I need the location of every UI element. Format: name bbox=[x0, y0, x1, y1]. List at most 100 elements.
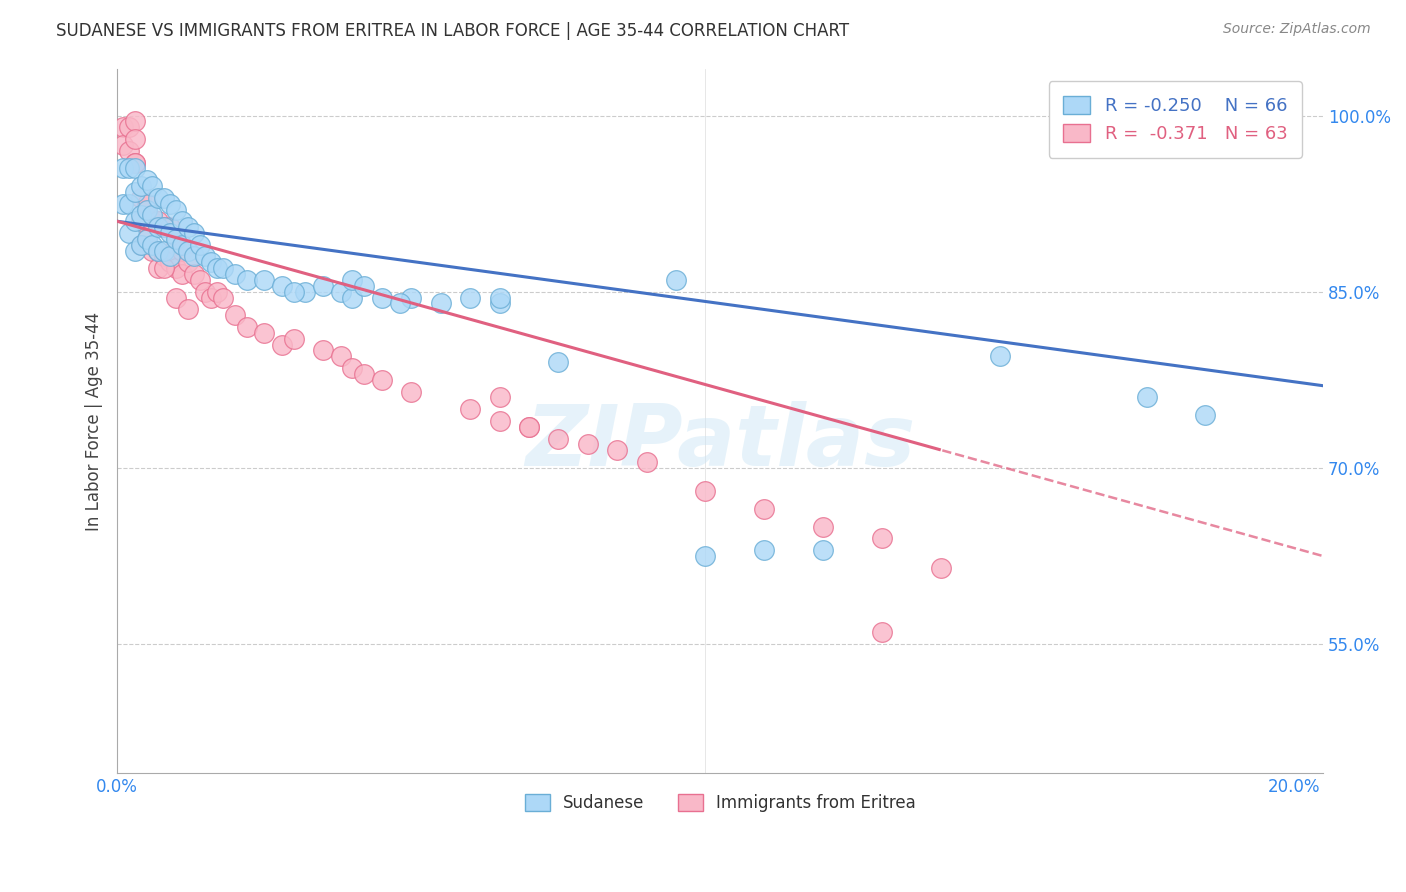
Point bbox=[188, 273, 211, 287]
Point bbox=[165, 202, 187, 217]
Point bbox=[141, 208, 163, 222]
Point bbox=[159, 196, 181, 211]
Point bbox=[170, 214, 193, 228]
Point bbox=[312, 343, 335, 358]
Point bbox=[429, 296, 451, 310]
Point bbox=[148, 244, 170, 258]
Point bbox=[177, 302, 200, 317]
Point bbox=[458, 291, 481, 305]
Point bbox=[212, 291, 235, 305]
Point bbox=[159, 220, 181, 235]
Point bbox=[665, 273, 688, 287]
Point bbox=[342, 273, 364, 287]
Point bbox=[135, 202, 157, 217]
Point bbox=[177, 220, 200, 235]
Point bbox=[129, 191, 152, 205]
Point bbox=[148, 220, 170, 235]
Point bbox=[124, 161, 146, 176]
Point bbox=[547, 432, 569, 446]
Point bbox=[224, 308, 246, 322]
Point bbox=[754, 543, 776, 558]
Point bbox=[153, 191, 176, 205]
Point bbox=[124, 114, 146, 128]
Point bbox=[124, 132, 146, 146]
Point bbox=[153, 261, 176, 276]
Point bbox=[458, 402, 481, 417]
Point bbox=[129, 237, 152, 252]
Point bbox=[183, 267, 205, 281]
Point bbox=[235, 273, 257, 287]
Point bbox=[194, 250, 217, 264]
Point bbox=[159, 250, 181, 264]
Point bbox=[283, 332, 305, 346]
Point bbox=[177, 244, 200, 258]
Point bbox=[141, 179, 163, 194]
Point bbox=[312, 278, 335, 293]
Point bbox=[271, 278, 294, 293]
Point bbox=[371, 373, 394, 387]
Point bbox=[695, 549, 717, 563]
Point bbox=[135, 202, 157, 217]
Point bbox=[271, 337, 294, 351]
Point bbox=[124, 214, 146, 228]
Point bbox=[283, 285, 305, 299]
Point bbox=[342, 361, 364, 376]
Point bbox=[200, 255, 222, 269]
Point bbox=[148, 244, 170, 258]
Point bbox=[129, 237, 152, 252]
Point bbox=[329, 285, 352, 299]
Point bbox=[170, 267, 193, 281]
Point bbox=[124, 155, 146, 169]
Legend: Sudanese, Immigrants from Eritrea: Sudanese, Immigrants from Eritrea bbox=[512, 780, 929, 825]
Point bbox=[294, 285, 316, 299]
Text: Source: ZipAtlas.com: Source: ZipAtlas.com bbox=[1223, 22, 1371, 37]
Point bbox=[165, 232, 187, 246]
Point bbox=[118, 144, 141, 158]
Point bbox=[870, 532, 893, 546]
Point bbox=[153, 220, 176, 235]
Point bbox=[388, 296, 411, 310]
Point bbox=[1136, 391, 1159, 405]
Point bbox=[401, 291, 423, 305]
Point bbox=[118, 196, 141, 211]
Point bbox=[135, 232, 157, 246]
Point bbox=[1194, 408, 1216, 422]
Point bbox=[811, 519, 834, 533]
Point bbox=[170, 244, 193, 258]
Point bbox=[870, 625, 893, 640]
Point bbox=[929, 561, 952, 575]
Point bbox=[488, 414, 510, 428]
Point bbox=[353, 367, 375, 381]
Point bbox=[194, 285, 217, 299]
Point bbox=[488, 391, 510, 405]
Point bbox=[135, 196, 157, 211]
Point bbox=[547, 355, 569, 369]
Point bbox=[148, 191, 170, 205]
Point bbox=[129, 208, 152, 222]
Point bbox=[177, 255, 200, 269]
Point bbox=[129, 214, 152, 228]
Point bbox=[235, 320, 257, 334]
Point bbox=[124, 155, 146, 169]
Point bbox=[148, 261, 170, 276]
Point bbox=[205, 261, 228, 276]
Point bbox=[517, 420, 540, 434]
Point bbox=[253, 326, 276, 340]
Point bbox=[124, 185, 146, 199]
Point bbox=[153, 250, 176, 264]
Point bbox=[135, 173, 157, 187]
Point bbox=[118, 161, 141, 176]
Point bbox=[124, 244, 146, 258]
Point bbox=[148, 214, 170, 228]
Point bbox=[118, 226, 141, 240]
Point bbox=[200, 291, 222, 305]
Text: SUDANESE VS IMMIGRANTS FROM ERITREA IN LABOR FORCE | AGE 35-44 CORRELATION CHART: SUDANESE VS IMMIGRANTS FROM ERITREA IN L… bbox=[56, 22, 849, 40]
Point bbox=[165, 237, 187, 252]
Point bbox=[129, 179, 152, 194]
Point bbox=[183, 226, 205, 240]
Point bbox=[170, 237, 193, 252]
Point bbox=[159, 226, 181, 240]
Point bbox=[371, 291, 394, 305]
Point bbox=[165, 261, 187, 276]
Point bbox=[353, 278, 375, 293]
